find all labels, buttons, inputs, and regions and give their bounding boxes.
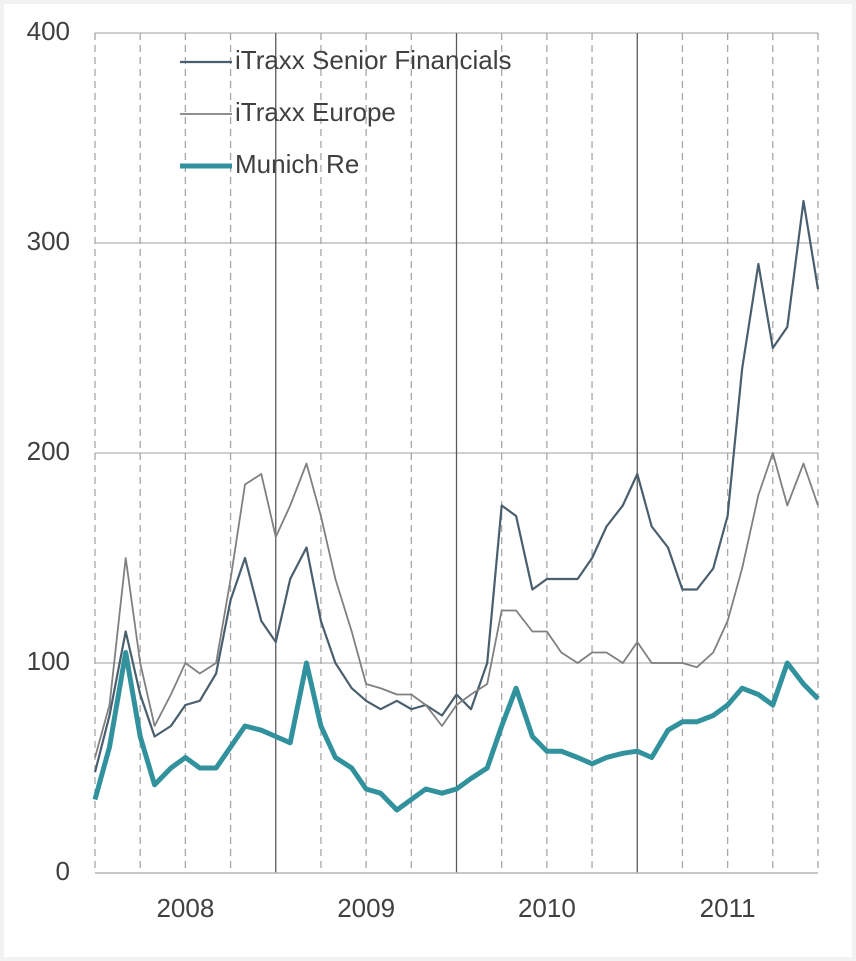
x-tick-label: 2008 (156, 893, 214, 923)
x-tick-label: 2010 (518, 893, 576, 923)
series-line (94, 452, 819, 758)
y-tick-label: 300 (27, 226, 70, 256)
chart-background (4, 4, 852, 957)
legend-label: iTraxx Europe (235, 97, 396, 127)
x-tick-label: 2011 (700, 893, 756, 923)
x-tick-label: 2009 (337, 893, 395, 923)
y-tick-label: 0 (56, 856, 70, 886)
y-tick-label: 100 (27, 646, 70, 676)
legend-label: iTraxx Senior Financials (235, 45, 511, 75)
series-line (92, 650, 820, 813)
legend-label: Munich Re (235, 149, 359, 179)
y-tick-label: 400 (27, 16, 70, 46)
series-line (93, 199, 820, 773)
y-tick-label: 200 (27, 436, 70, 466)
